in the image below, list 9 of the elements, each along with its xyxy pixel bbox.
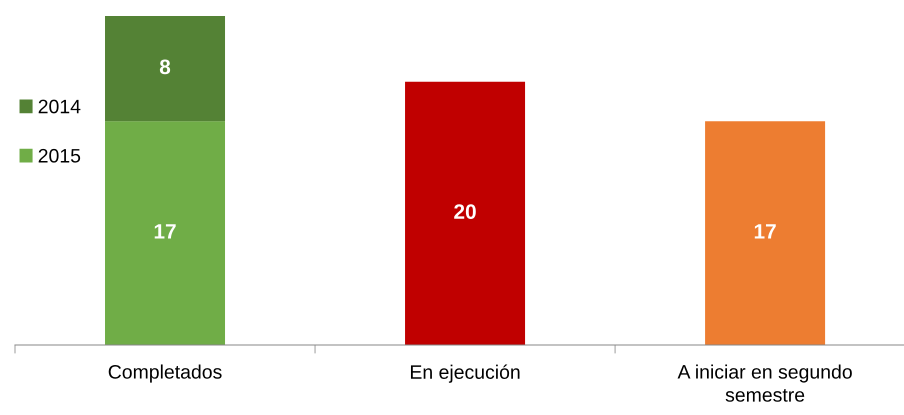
data-label: 8 [160,59,170,74]
x-tick-label: A iniciar en segundo semestre [678,364,852,402]
data-label: 20 [454,204,476,219]
x-tick-label: En ejecución [410,364,520,383]
x-tick-label: Completados [108,364,222,383]
data-label: 17 [154,224,176,239]
data-label: 17 [754,224,776,239]
legend-label: 2015 [38,148,80,163]
legend-label: 2014 [38,100,80,114]
